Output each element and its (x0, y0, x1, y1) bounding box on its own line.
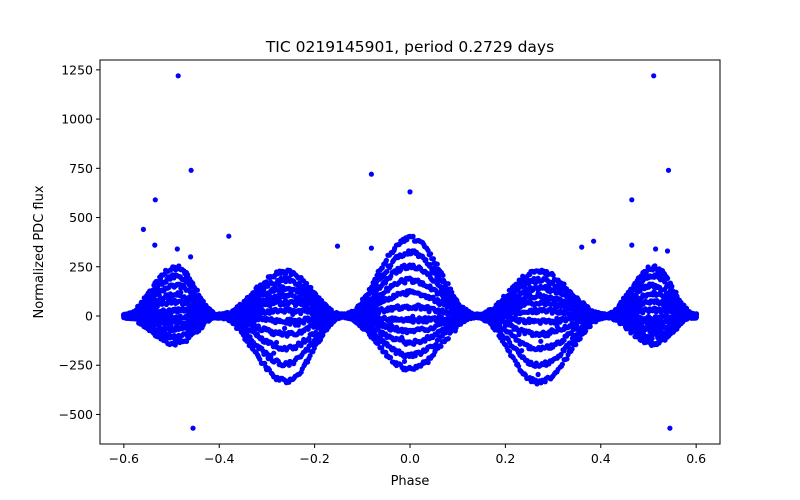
data-point (550, 272, 556, 278)
data-point (693, 313, 699, 319)
data-point (410, 233, 416, 239)
data-point (188, 167, 194, 173)
data-point (384, 268, 390, 275)
x-tick-label: −0.6 (109, 451, 139, 466)
data-point (283, 279, 289, 285)
data-point (561, 281, 567, 287)
data-point (449, 289, 455, 295)
data-point (651, 73, 657, 79)
data-point (664, 248, 671, 254)
data-point (178, 289, 184, 295)
data-point (174, 246, 180, 252)
data-point (379, 345, 385, 351)
data-point (226, 233, 232, 239)
data-point (425, 359, 431, 366)
data-point (445, 336, 451, 342)
data-point (368, 171, 374, 177)
chart-title: TIC 0219145901, period 0.2729 days (265, 38, 554, 56)
data-point (629, 242, 635, 248)
data-point (535, 371, 541, 378)
data-point (667, 425, 673, 431)
data-point (440, 272, 446, 278)
data-point (320, 332, 326, 338)
data-point (579, 244, 585, 250)
data-point (577, 336, 583, 342)
data-point (538, 338, 544, 344)
data-point (157, 276, 164, 282)
data-point (629, 197, 635, 203)
data-point (569, 346, 575, 352)
data-point (140, 226, 146, 232)
data-point (561, 337, 567, 343)
data-point (184, 338, 190, 344)
data-point (583, 328, 589, 334)
data-point (271, 350, 277, 356)
y-tick-label: 750 (69, 161, 93, 176)
y-tick-label: 1250 (61, 62, 93, 77)
y-tick-label: 500 (69, 210, 93, 225)
data-point (430, 294, 436, 300)
y-tick-label: 250 (69, 259, 93, 274)
data-point (430, 256, 436, 262)
data-point (519, 348, 525, 354)
data-point (152, 197, 158, 203)
data-point (368, 245, 374, 251)
data-point (532, 306, 538, 312)
y-tick-label: −500 (59, 407, 93, 422)
data-point (559, 361, 566, 367)
y-tick-label: −250 (59, 358, 93, 373)
data-point (438, 343, 444, 349)
data-point (423, 257, 429, 263)
data-point (383, 257, 389, 263)
data-point (175, 73, 181, 79)
data-point (188, 254, 194, 260)
x-tick-label: 0.4 (591, 451, 611, 466)
data-point (445, 281, 451, 287)
y-tick-label: 1000 (61, 112, 93, 127)
data-point (434, 261, 440, 267)
data-point (669, 283, 675, 289)
data-point (194, 287, 200, 293)
data-point (287, 321, 293, 327)
data-point (507, 348, 513, 355)
data-point (516, 363, 522, 369)
data-point (428, 251, 434, 257)
data-point (273, 339, 280, 346)
data-point (387, 354, 394, 361)
data-point (190, 425, 196, 431)
data-point (653, 246, 659, 252)
x-tick-label: −0.2 (299, 451, 329, 466)
data-point (334, 243, 341, 249)
data-point (268, 354, 274, 360)
data-point (407, 189, 413, 195)
x-axis-label: Phase (391, 474, 430, 489)
data-point (257, 356, 263, 362)
data-point (665, 167, 672, 173)
data-point (304, 280, 310, 287)
data-point (665, 275, 671, 281)
data-point (564, 356, 570, 362)
data-point (307, 353, 313, 359)
x-tick-label: 0.2 (495, 451, 515, 466)
data-point (282, 325, 288, 331)
x-tick-label: 0.0 (400, 451, 420, 466)
data-point (573, 342, 579, 348)
y-tick-label: 0 (85, 309, 93, 324)
data-point (306, 336, 312, 342)
y-axis-label: Normalized PDC flux (32, 185, 47, 318)
data-points (121, 73, 700, 431)
data-point (587, 323, 593, 330)
data-point (152, 242, 158, 248)
data-point (558, 351, 564, 357)
data-point (427, 262, 433, 268)
data-point (591, 238, 597, 244)
data-point (401, 358, 408, 364)
data-point (402, 280, 408, 286)
x-tick-label: −0.4 (204, 451, 234, 466)
x-tick-label: 0.6 (686, 451, 706, 466)
